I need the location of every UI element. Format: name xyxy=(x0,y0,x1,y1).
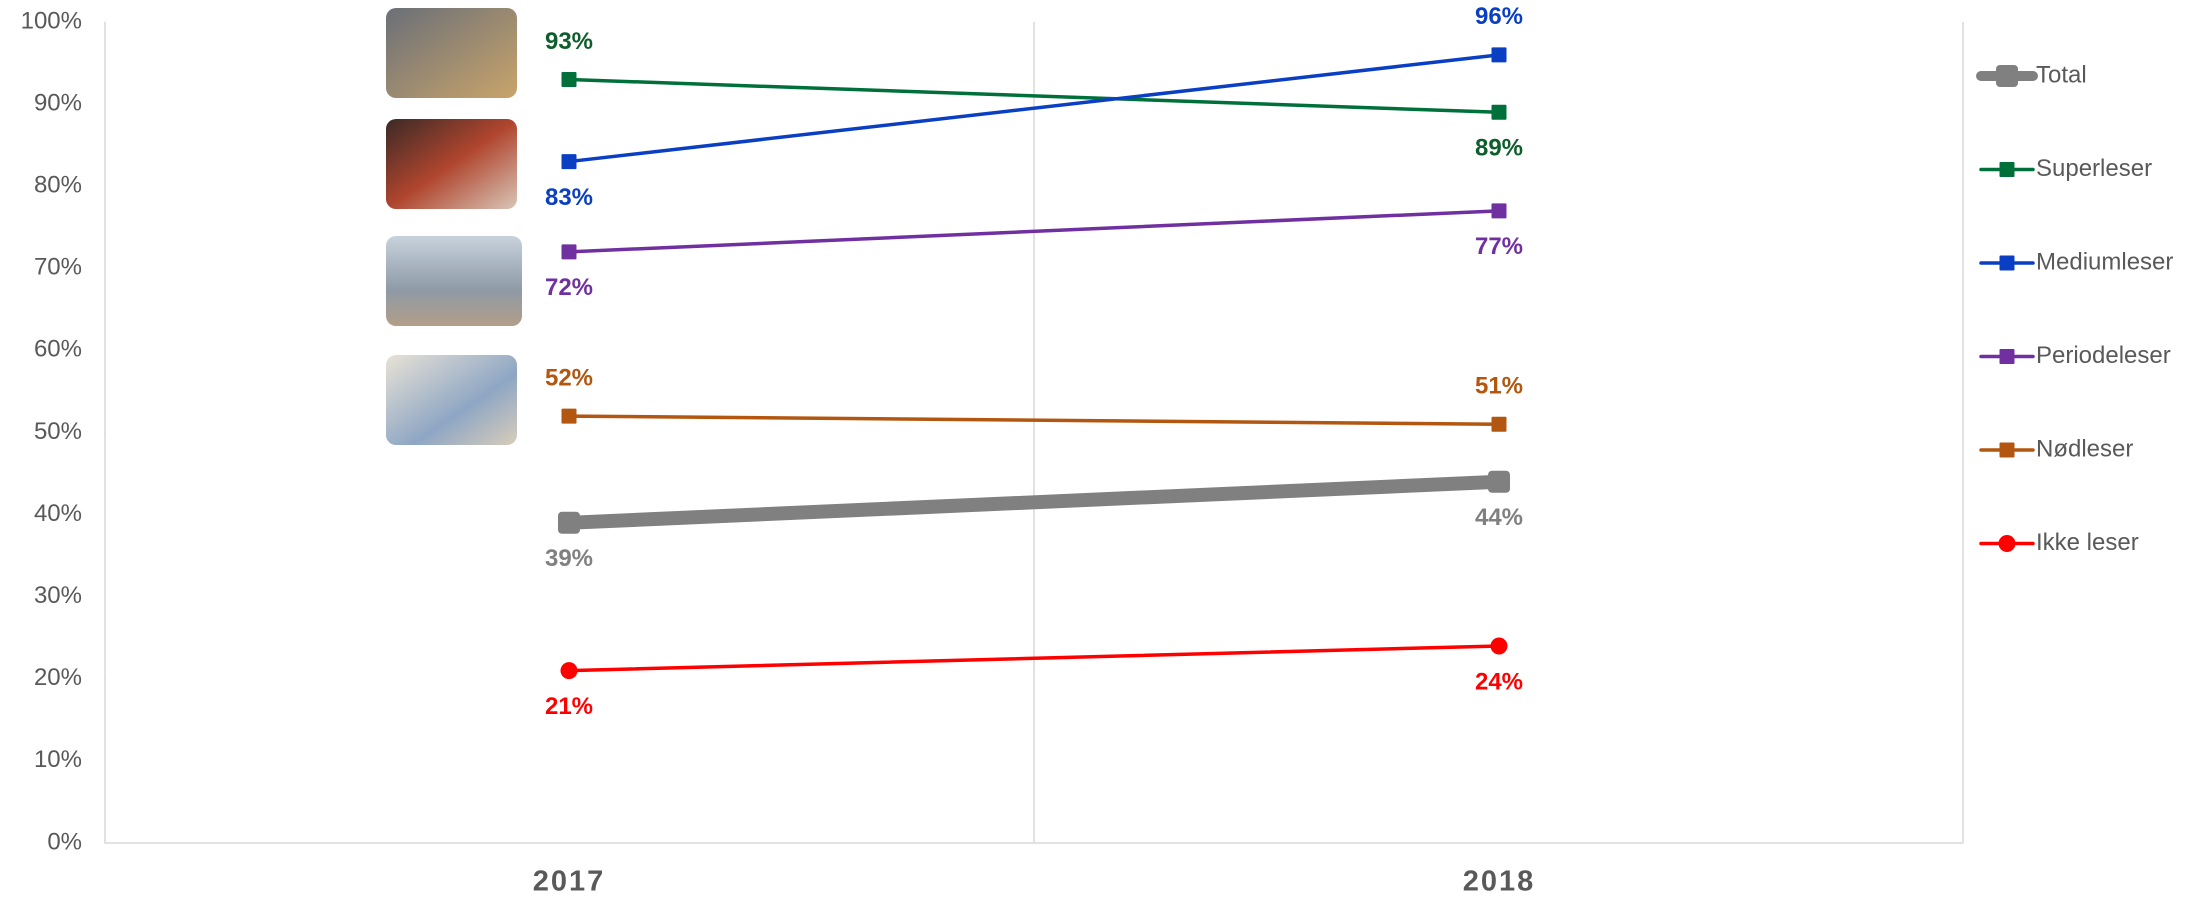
legend-marker xyxy=(1996,65,2018,87)
y-tick-label: 50% xyxy=(34,418,82,445)
photo xyxy=(386,355,517,445)
marker xyxy=(1492,105,1507,120)
legend-label: Periodeleser xyxy=(2036,342,2171,369)
x-tick-label: 2018 xyxy=(1463,866,1536,898)
marker xyxy=(558,512,580,534)
legend-item: Ikke leser xyxy=(1981,529,2139,556)
legend-marker xyxy=(2000,443,2015,458)
legend-label: Superleser xyxy=(2036,155,2152,182)
marker xyxy=(562,409,577,424)
data-label: 44% xyxy=(1475,504,1523,531)
data-label: 96% xyxy=(1475,3,1523,30)
y-tick-label: 20% xyxy=(34,664,82,691)
data-label: 52% xyxy=(545,364,593,391)
data-label: 83% xyxy=(545,184,593,211)
legend-item: Superleser xyxy=(1981,155,2152,182)
photo xyxy=(386,119,517,209)
x-tick-label: 2017 xyxy=(533,866,606,898)
y-tick-label: 70% xyxy=(34,254,82,281)
legend-marker xyxy=(2000,256,2015,271)
legend-marker xyxy=(2000,162,2015,177)
marker xyxy=(562,244,577,259)
data-label: 39% xyxy=(545,545,593,572)
marker xyxy=(561,662,578,679)
data-label: 24% xyxy=(1475,668,1523,695)
data-label: 93% xyxy=(545,28,593,55)
y-tick-label: 40% xyxy=(34,500,82,527)
marker xyxy=(1488,471,1510,493)
data-label: 89% xyxy=(1475,135,1523,162)
legend-item: Periodeleser xyxy=(1981,342,2171,369)
legend-label: Nødleser xyxy=(2036,435,2133,462)
legend-marker xyxy=(2000,349,2015,364)
marker xyxy=(1492,417,1507,432)
data-label: 21% xyxy=(545,693,593,720)
data-label: 77% xyxy=(1475,233,1523,260)
legend-label: Mediumleser xyxy=(2036,248,2173,275)
y-tick-label: 60% xyxy=(34,336,82,363)
photo xyxy=(386,8,517,98)
data-label: 51% xyxy=(1475,373,1523,400)
chart: 0% 10% 20% 30% 40% 50% 60% 70% 80% 90% 100% 2017 201… xyxy=(0,0,2203,899)
marker xyxy=(1491,637,1508,654)
y-tick-label: 90% xyxy=(34,89,82,116)
photos xyxy=(386,8,522,445)
y-tick-label: 100% xyxy=(21,7,82,34)
legend-marker xyxy=(1999,535,2016,552)
legend-item: Total xyxy=(1981,61,2087,88)
legend-item: Mediumleser xyxy=(1981,248,2173,275)
marker xyxy=(1492,203,1507,218)
data-label: 72% xyxy=(545,274,593,301)
y-tick-label: 0% xyxy=(47,828,82,855)
y-tick-label: 80% xyxy=(34,172,82,199)
legend-label: Ikke leser xyxy=(2036,529,2139,556)
legend-item: Nødleser xyxy=(1981,435,2133,462)
y-tick-label: 30% xyxy=(34,582,82,609)
marker xyxy=(562,154,577,169)
legend-label: Total xyxy=(2036,61,2087,88)
marker xyxy=(1492,47,1507,62)
y-tick-label: 10% xyxy=(34,746,82,773)
photo xyxy=(386,236,522,326)
marker xyxy=(562,72,577,87)
